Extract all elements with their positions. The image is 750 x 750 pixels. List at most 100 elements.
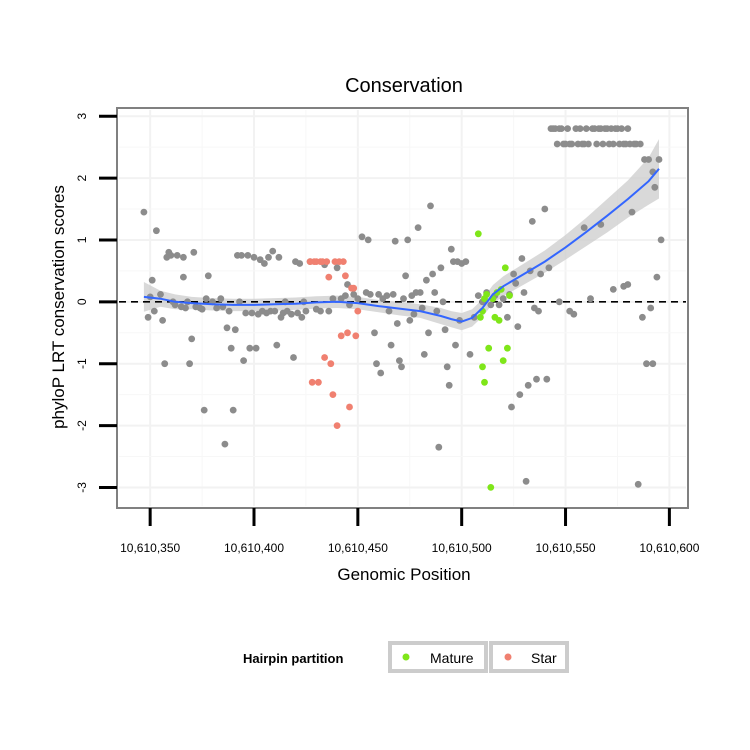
point-other	[398, 363, 405, 371]
point-other	[406, 317, 414, 324]
y-tick-label: 0	[75, 298, 89, 305]
point-mature	[485, 344, 493, 352]
point-other	[609, 286, 617, 293]
point-other	[647, 304, 655, 312]
point-other	[639, 313, 646, 321]
y-tick-label: -1	[75, 358, 89, 369]
point-other	[466, 351, 474, 358]
point-other	[296, 260, 304, 267]
point-mature	[487, 484, 495, 491]
point-other	[188, 335, 196, 343]
point-other	[182, 304, 189, 312]
point-other	[410, 310, 418, 318]
point-star	[315, 378, 322, 386]
point-other	[462, 258, 470, 265]
point-other	[537, 270, 544, 278]
point-other	[227, 344, 235, 352]
point-other	[186, 360, 194, 368]
point-other	[636, 140, 644, 148]
point-other	[651, 183, 659, 191]
point-other	[628, 208, 636, 216]
point-other	[576, 125, 584, 132]
point-other	[252, 344, 260, 352]
point-other	[350, 291, 358, 298]
point-star	[325, 273, 333, 281]
point-other	[290, 354, 297, 361]
legend-key-star	[489, 641, 569, 673]
point-other	[246, 344, 254, 352]
point-other	[373, 360, 380, 368]
point-other	[514, 323, 522, 330]
point-other	[229, 406, 237, 414]
point-mature	[481, 378, 488, 386]
point-other	[333, 264, 341, 272]
y-tick-label: 3	[75, 113, 89, 120]
x-tick-label: 10,610,350	[120, 541, 180, 555]
point-star	[354, 307, 362, 315]
point-other	[655, 156, 663, 163]
point-other	[520, 289, 528, 296]
smooth-line-layer	[143, 168, 660, 323]
point-other	[329, 295, 337, 303]
point-other	[198, 305, 206, 313]
point-other	[618, 125, 625, 132]
point-mature	[495, 317, 503, 324]
x-axis-label: Genomic Position	[337, 565, 470, 584]
point-star	[344, 329, 351, 337]
legend: Hairpin partition Mature Star	[243, 641, 569, 673]
point-other	[541, 205, 549, 213]
point-other	[533, 375, 540, 383]
point-star	[327, 360, 335, 368]
point-other	[389, 291, 397, 298]
point-other	[387, 341, 395, 349]
point-star	[352, 332, 360, 340]
point-other	[250, 253, 258, 261]
point-other	[447, 245, 455, 253]
axes-layer: 10,610,350 10,610,400 10,610,450 10,610,500…	[75, 113, 700, 555]
point-other	[524, 381, 532, 389]
point-other	[609, 140, 617, 148]
point-other	[200, 406, 208, 414]
point-other	[223, 324, 231, 332]
point-other	[204, 272, 212, 280]
point-mature	[483, 291, 490, 298]
point-star	[342, 272, 349, 280]
legend-key-mature	[388, 641, 488, 673]
point-other	[404, 236, 412, 244]
point-other	[555, 298, 563, 306]
point-other	[238, 252, 245, 259]
point-other	[236, 298, 243, 306]
point-other	[364, 236, 372, 244]
point-other	[433, 307, 441, 315]
point-other	[528, 218, 536, 225]
chart-title: Conservation	[345, 75, 463, 97]
point-other	[599, 140, 607, 148]
point-other	[393, 320, 401, 327]
point-other	[495, 301, 503, 309]
point-other	[543, 375, 551, 383]
point-other	[535, 307, 542, 315]
point-other	[414, 224, 422, 232]
x-tick-label: 10,610,550	[536, 541, 596, 555]
legend-dot-mature	[402, 653, 410, 661]
legend-dot-star	[504, 653, 512, 661]
point-other	[593, 140, 601, 148]
point-other	[649, 360, 657, 368]
point-other	[225, 307, 233, 315]
point-other	[580, 224, 588, 232]
point-other	[140, 208, 148, 216]
x-tick-label: 10,610,500	[432, 541, 492, 555]
point-star	[323, 258, 331, 265]
point-star	[333, 422, 341, 429]
point-other	[371, 329, 378, 337]
point-other	[431, 289, 439, 296]
point-other	[437, 264, 445, 272]
point-other	[558, 125, 565, 132]
point-mature	[499, 357, 507, 364]
point-other	[377, 369, 385, 377]
points-layer	[140, 125, 665, 491]
point-mature	[506, 292, 513, 299]
point-other	[445, 381, 453, 389]
point-other	[358, 233, 366, 241]
point-other	[269, 247, 277, 255]
